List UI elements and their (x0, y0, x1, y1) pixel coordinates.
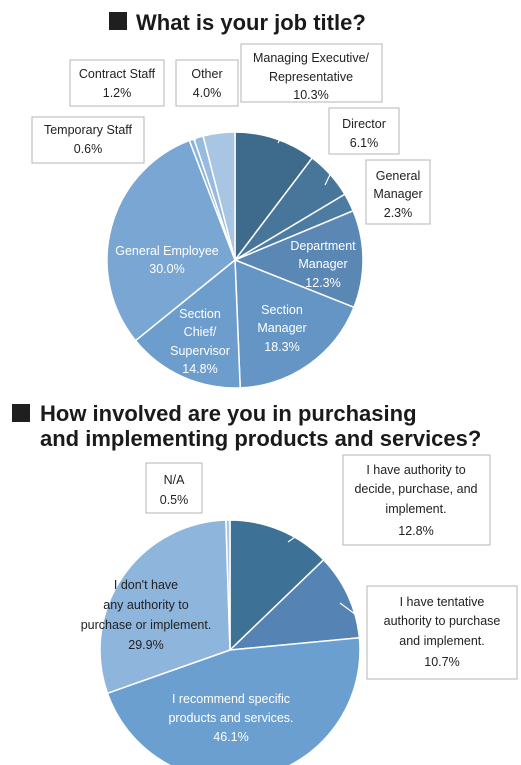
chart2-pie: I have authority to decide, purchase, and… (81, 454, 518, 765)
callout-box (69, 59, 165, 107)
slice-label: Managing Executive/Representative 10.3% (240, 43, 383, 144)
leader-line (209, 105, 216, 135)
callout-box (240, 43, 383, 103)
pie-slice (227, 558, 361, 651)
slice-label: Director 6.1% (324, 107, 400, 186)
slice-value-label: 18.3% (264, 340, 299, 354)
pie-slice (233, 209, 364, 309)
slice-category-label: and implement. (399, 634, 484, 648)
slice-label: I don't have any authority to purchase or … (81, 578, 212, 652)
pie-slice (234, 131, 314, 263)
pie-slice (225, 519, 231, 651)
slice-value-label: 6.1% (350, 136, 379, 150)
slice-category-label: I recommend specific (172, 692, 290, 706)
pie-slices (106, 131, 364, 389)
slice-category-label: Manager (373, 187, 422, 201)
slice-label: N/A 0.5% (145, 462, 230, 521)
slice-category-label: Managing Executive/ (253, 51, 370, 65)
slice-category-label: implement. (385, 502, 446, 516)
callout-box (328, 107, 400, 155)
slice-category-label: Section (261, 303, 303, 317)
slice-value-label: 0.6% (74, 142, 103, 156)
slice-label: Temporary Staff 0.6% (31, 116, 197, 164)
slice-value-label: 1.2% (103, 86, 132, 100)
slice-value-label: 2.3% (384, 206, 413, 220)
slice-category-label: I don't have (114, 578, 178, 592)
slice-category-label: Supervisor (170, 344, 230, 358)
slice-category-label: Section (179, 307, 221, 321)
callout-box (365, 159, 431, 225)
slice-category-label: decide, purchase, and (354, 482, 477, 496)
slice-category-label: Chief/ (184, 325, 217, 339)
pie-slices (99, 519, 361, 765)
callout-box (145, 462, 203, 514)
slice-category-label: Other (191, 67, 222, 81)
chart2-title-line-1: How involved are you in purchasing (40, 401, 417, 426)
slice-value-label: 0.5% (160, 493, 189, 507)
chart1-title: What is your job title? (136, 10, 366, 35)
pie-slice (234, 258, 355, 389)
pie-slice (229, 519, 325, 652)
slice-label: General Manager 2.3% (351, 159, 431, 225)
slice-value-label: 29.9% (128, 638, 163, 652)
leader-line (201, 497, 230, 521)
slice-value-label: 30.0% (149, 262, 184, 276)
slice-label: Department Manager 12.3% (290, 239, 356, 290)
slice-label: I have tentative authority to purchase and… (339, 585, 518, 680)
chart2-title-square (12, 404, 30, 422)
slice-label: I have authority to decide, purchase, and… (287, 454, 491, 546)
slice-category-label: Temporary Staff (44, 123, 133, 137)
slice-value-label: 4.0% (193, 86, 222, 100)
slice-label: Contract Staff 1.2% (69, 59, 199, 139)
leader-line (163, 97, 199, 139)
chart1-pie: Managing Executive/Representative 10.3% Di… (31, 43, 431, 389)
slice-category-label: products and services. (168, 711, 293, 725)
callout-box (31, 116, 145, 164)
slice-category-label: I have authority to (366, 463, 465, 477)
callout-box (342, 454, 491, 546)
slice-category-label: General Employee (115, 244, 219, 258)
slice-category-label: Manager (257, 321, 306, 335)
slice-value-label: 12.8% (398, 524, 433, 538)
slice-label: Other 4.0% (175, 59, 239, 135)
slice-category-label: Representative (269, 70, 353, 84)
slice-label: General Employee 30.0% (115, 244, 219, 276)
leader-line (287, 502, 344, 543)
pie-slice (99, 519, 231, 695)
slice-category-label: purchase or implement. (81, 618, 212, 632)
pie-slice (106, 636, 361, 765)
slice-category-label: any authority to (103, 598, 189, 612)
pie-slice (134, 258, 242, 389)
slice-category-label: Manager (298, 257, 347, 271)
slice-category-label: Contract Staff (79, 67, 156, 81)
slice-value-label: 46.1% (213, 730, 248, 744)
leader-line (324, 153, 341, 186)
chart1-title-square (109, 12, 127, 30)
slice-value-label: 14.8% (182, 362, 217, 376)
slice-value-label: 10.7% (424, 655, 459, 669)
leader-line (351, 189, 367, 206)
slice-category-label: General (376, 169, 420, 183)
slice-category-label: N/A (164, 473, 186, 487)
chart2-title-line-2: and implementing products and services? (40, 426, 481, 451)
pie-slice (106, 139, 236, 342)
slice-value-label: 12.3% (305, 276, 340, 290)
slice-category-label: authority to purchase (384, 614, 501, 628)
leader-line (143, 136, 197, 141)
slice-value-label: 10.3% (293, 88, 328, 102)
leader-line (277, 101, 301, 144)
slice-label: Section Chief/Supervisor 14.8% (170, 307, 230, 376)
leader-line (339, 602, 368, 624)
callout-box (366, 585, 518, 680)
slice-category-label: Department (290, 239, 356, 253)
slice-label: I recommend specific products and service… (168, 692, 293, 744)
slice-category-label: Director (342, 117, 386, 131)
slice-label: Section Manager 18.3% (257, 303, 306, 354)
pie-slice (202, 131, 236, 261)
callout-box (175, 59, 239, 107)
slice-category-label: I have tentative (400, 595, 485, 609)
